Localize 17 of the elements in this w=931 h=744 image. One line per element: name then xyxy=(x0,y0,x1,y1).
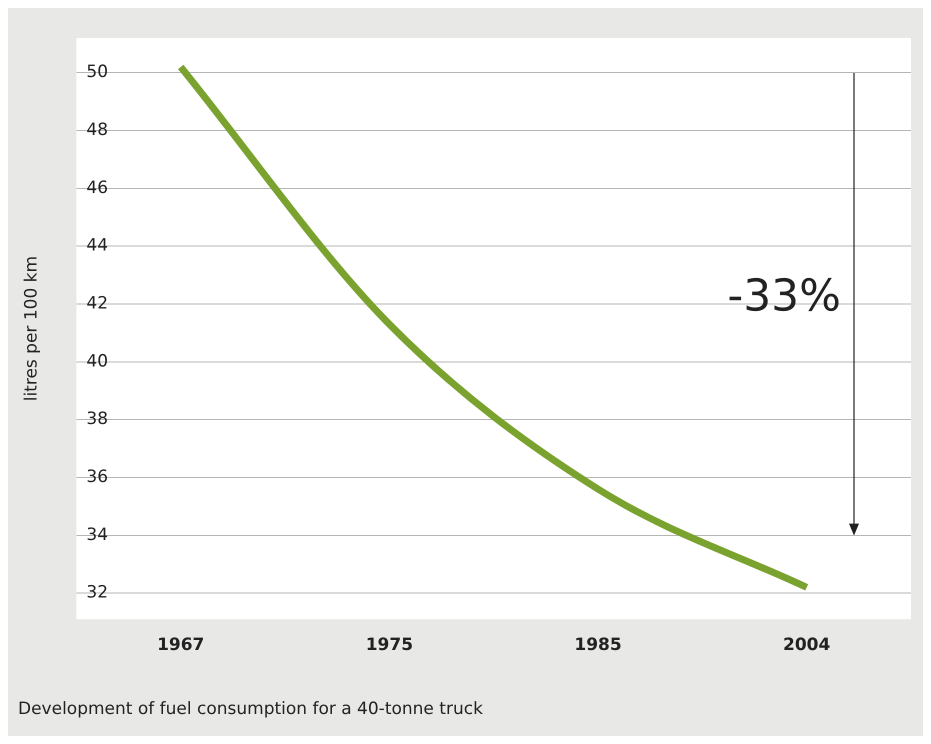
y-tick-label: 34 xyxy=(86,524,108,545)
x-tick-label: 1975 xyxy=(366,634,414,655)
y-tick-label: 48 xyxy=(86,120,108,140)
annotation: -33% xyxy=(727,270,841,322)
x-tick-label: 1967 xyxy=(157,634,204,655)
y-axis-title: litres per 100 km xyxy=(22,256,42,402)
y-tick-label: 44 xyxy=(86,236,108,256)
y-tick-label: 32 xyxy=(86,582,108,603)
y-tick-label: 38 xyxy=(86,409,108,430)
y-tick-label: 46 xyxy=(86,178,108,198)
y-tick-label: 40 xyxy=(86,351,108,372)
text: Development of fuel consumption for a 40-tonne truck xyxy=(18,699,484,720)
y-tick-label: 50 xyxy=(86,62,108,82)
x-tick-label: 1985 xyxy=(574,634,622,655)
y-tick-label: 36 xyxy=(86,466,108,487)
x-tick-label: 2004 xyxy=(783,634,830,655)
y-tick-label: 42 xyxy=(86,293,108,314)
